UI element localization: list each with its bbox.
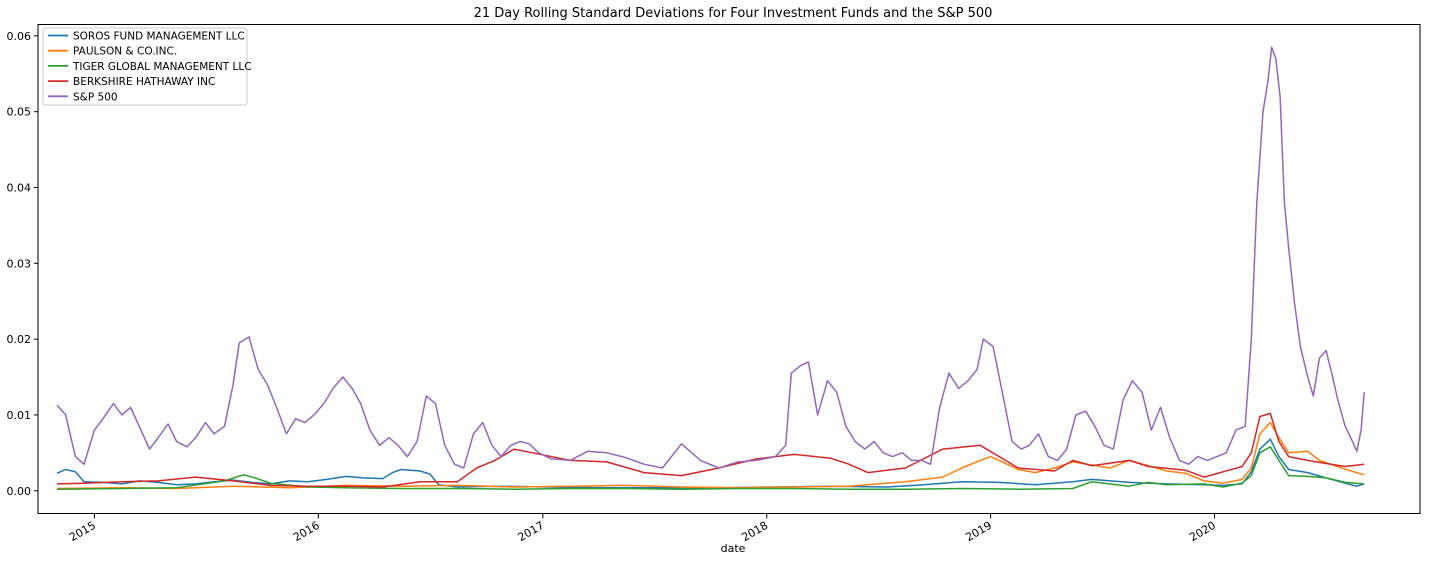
y-tick-label: 0.01 <box>7 409 32 422</box>
legend-label: S&P 500 <box>73 91 118 103</box>
y-tick-label: 0.02 <box>7 333 32 346</box>
legend-label: TIGER GLOBAL MANAGEMENT LLC <box>72 61 252 73</box>
y-tick-label: 0.03 <box>7 257 32 270</box>
y-tick-label: 0.00 <box>7 485 32 498</box>
x-tick-label: 2017 <box>516 519 547 544</box>
series-line-0 <box>56 438 1365 489</box>
y-axis: 0.00 0.01 0.02 0.03 0.04 0.05 0.06 <box>7 30 38 498</box>
x-tick-label: 2015 <box>67 519 98 544</box>
legend-label: BERKSHIRE HATHAWAY INC <box>73 76 215 88</box>
series-line-1 <box>56 421 1365 490</box>
series-line-3 <box>56 412 1365 488</box>
x-axis: 2015 2016 2017 2018 2019 2020 <box>67 513 1218 544</box>
legend-label: PAULSON & CO.INC. <box>73 46 177 58</box>
series-line-2 <box>56 446 1365 490</box>
y-tick-label: 0.06 <box>7 30 32 43</box>
x-tick-label: 2019 <box>963 519 994 544</box>
chart-title: 21 Day Rolling Standard Deviations for F… <box>474 6 993 21</box>
plot-frame <box>37 24 1421 514</box>
legend-label: SOROS FUND MANAGEMENT LLC <box>73 31 245 43</box>
series-line-4 <box>56 46 1365 469</box>
plot-area <box>56 46 1365 490</box>
x-axis-label: date <box>721 542 746 555</box>
y-tick-label: 0.05 <box>7 106 32 119</box>
legend-box <box>42 27 248 106</box>
legend: SOROS FUND MANAGEMENT LLC PAULSON & CO.IN… <box>42 27 252 106</box>
x-tick-label: 2020 <box>1187 519 1218 544</box>
x-tick-label: 2016 <box>291 519 322 544</box>
y-tick-label: 0.04 <box>7 182 32 195</box>
x-tick-label: 2018 <box>739 519 770 544</box>
